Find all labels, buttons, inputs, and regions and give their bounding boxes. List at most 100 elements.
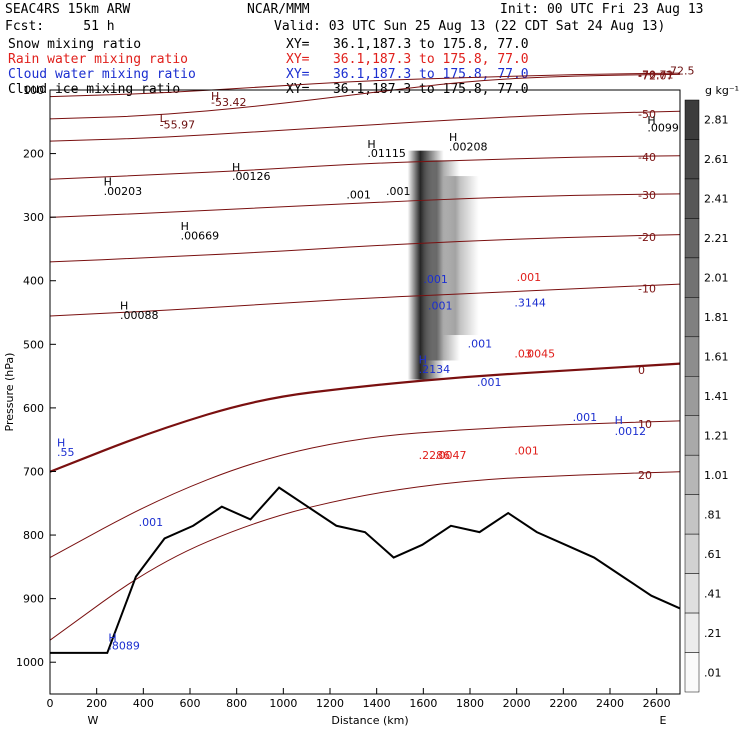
y-tick-label: 200 [23, 148, 44, 161]
colorbar-tick-label: .41 [704, 587, 722, 600]
colorbar-segment [684, 257, 700, 298]
contour-value-label: .0045 [524, 347, 556, 360]
y-tick-label: 300 [23, 211, 44, 224]
temperature-contour-label: 0 [638, 364, 645, 377]
y-axis-label: Pressure (hPa) [3, 353, 16, 432]
colorbar-tick-label: 2.61 [704, 153, 729, 166]
field-label-cloud-water: Cloud water mixing ratio [8, 67, 196, 82]
y-tick-label: 600 [23, 402, 44, 415]
x-axis-label: Distance (km) [331, 714, 408, 727]
model-name: SEAC4RS 15km ARW [5, 2, 131, 17]
contour-value-label: H [120, 300, 128, 313]
contour-value-label: .2134 [419, 363, 451, 376]
y-tick-label: 1000 [16, 656, 44, 669]
contour-labels: H-53.42L-55.97H.00203H.00126H.00669H.000… [57, 64, 694, 652]
x-tick-label: 1000 [269, 697, 297, 710]
colorbar-tick-label: 1.41 [704, 390, 729, 403]
y-tick-label: 500 [23, 338, 44, 351]
contour-value-label: .0047 [435, 449, 467, 462]
colorbar-segment [684, 99, 700, 140]
temperature-contour-label: -72.07 [638, 70, 673, 83]
contour-value-label: .001 [477, 376, 502, 389]
contour-value-label: H [232, 161, 240, 174]
contour-value-label: .001 [468, 338, 493, 351]
temperature-contour-line [49, 234, 681, 263]
terrain-line [50, 486, 681, 654]
init-time: Init: 00 UTC Fri 23 Aug 13 [500, 2, 704, 17]
colorbar-unit: g kg⁻¹ [705, 84, 739, 97]
x-tick-label: 2600 [643, 697, 671, 710]
contour-value-label: .55 [57, 446, 75, 459]
temperature-contour-line [49, 362, 681, 473]
colorbar-tick-label: .21 [704, 627, 722, 640]
contour-value-label: H [57, 436, 65, 449]
x-tick-label: 0 [47, 697, 54, 710]
organization: NCAR/MMM [247, 2, 310, 17]
contour-value-label: .001 [573, 411, 598, 424]
colorbar-segment [684, 297, 700, 338]
valid-time: Valid: 03 UTC Sun 25 Aug 13 (22 CDT Sat … [274, 19, 666, 34]
field-label-rain: Rain water mixing ratio [8, 52, 189, 67]
temperature-contour-label: -20 [638, 231, 656, 244]
contour-value-label: -72.5 [666, 64, 694, 77]
x-tick-label: 800 [226, 697, 247, 710]
temperature-contour-label: 10 [638, 418, 652, 431]
contour-value-label: .00203 [104, 185, 142, 198]
contour-value-label: .001 [428, 300, 453, 313]
contour-value-label: H [367, 138, 375, 151]
temperature-contour-line [49, 420, 681, 558]
temperature-contour-line [49, 110, 681, 142]
contour-value-label: .001 [423, 273, 448, 286]
colorbar-segment [684, 612, 700, 653]
contour-value-label: H [108, 631, 116, 644]
colorbar-segment [684, 376, 700, 416]
colorbar-tick-label: 2.21 [704, 232, 729, 245]
colorbar-segment [684, 415, 700, 456]
contour-value-label: H [449, 131, 457, 144]
temperature-contour-line [49, 193, 681, 218]
contour-value-label: -55.97 [160, 118, 195, 131]
contour-value-label: L [160, 112, 167, 125]
colorbar-tick-label: 1.81 [704, 311, 729, 324]
colorbar-tick-label: 1.01 [704, 469, 729, 482]
contour-value-label: .001 [514, 445, 539, 458]
contour-value-label: .00669 [181, 230, 220, 243]
contour-value-label: .001 [346, 188, 371, 201]
contour-value-label: .0099 [647, 122, 679, 135]
x-tick-label: 1800 [456, 697, 484, 710]
colorbar-tick-label: .01 [704, 666, 722, 679]
contour-value-label: H [419, 354, 427, 367]
contour-value-label: .00126 [232, 170, 271, 183]
colorbar-segment [684, 178, 700, 219]
field-xy-snow: XY= 36.1,187.3 to 175.8, 77.0 [286, 37, 529, 52]
colorbar-tick-label: .81 [704, 508, 722, 521]
colorbar-tick-label: 2.81 [704, 114, 729, 127]
colorbar-segment [684, 218, 700, 259]
x-tick-label: 200 [86, 697, 107, 710]
east-endpoint-label: E [660, 714, 667, 727]
colorbar: 2.81 2.61 2.41 2.21 2.01 1.81 1.61 1.41 1.21 1.01… [684, 99, 729, 693]
temperature-contour-line [49, 283, 681, 317]
temperature-contour-line [49, 155, 681, 180]
forecast-hour: Fcst: 51 h [5, 19, 115, 34]
x-tick-label: 1400 [363, 697, 391, 710]
temperature-contour-line [49, 73, 681, 120]
axes: 0 200 400 600 800 1000 1200 1400 1600 1800 2000 220… [16, 84, 671, 710]
x-tick-label: 2000 [503, 697, 531, 710]
contour-value-label: -53.42 [211, 96, 246, 109]
colorbar-segment [684, 139, 700, 180]
colorbar-segment [684, 573, 700, 614]
contour-value-label: H [211, 90, 219, 103]
terrain-layer [50, 486, 681, 654]
temperature-contour-label: -10 [638, 283, 656, 296]
snow-plume-band [442, 176, 479, 336]
colorbar-tick-label: 2.41 [704, 193, 729, 206]
colorbar-segment [684, 454, 700, 495]
contour-value-label: H [615, 414, 623, 427]
contour-value-label: .01115 [367, 147, 406, 160]
x-tick-label: 1600 [409, 697, 437, 710]
colorbar-tick-label: .61 [704, 548, 722, 561]
colorbar-tick-label: 1.21 [704, 429, 729, 442]
